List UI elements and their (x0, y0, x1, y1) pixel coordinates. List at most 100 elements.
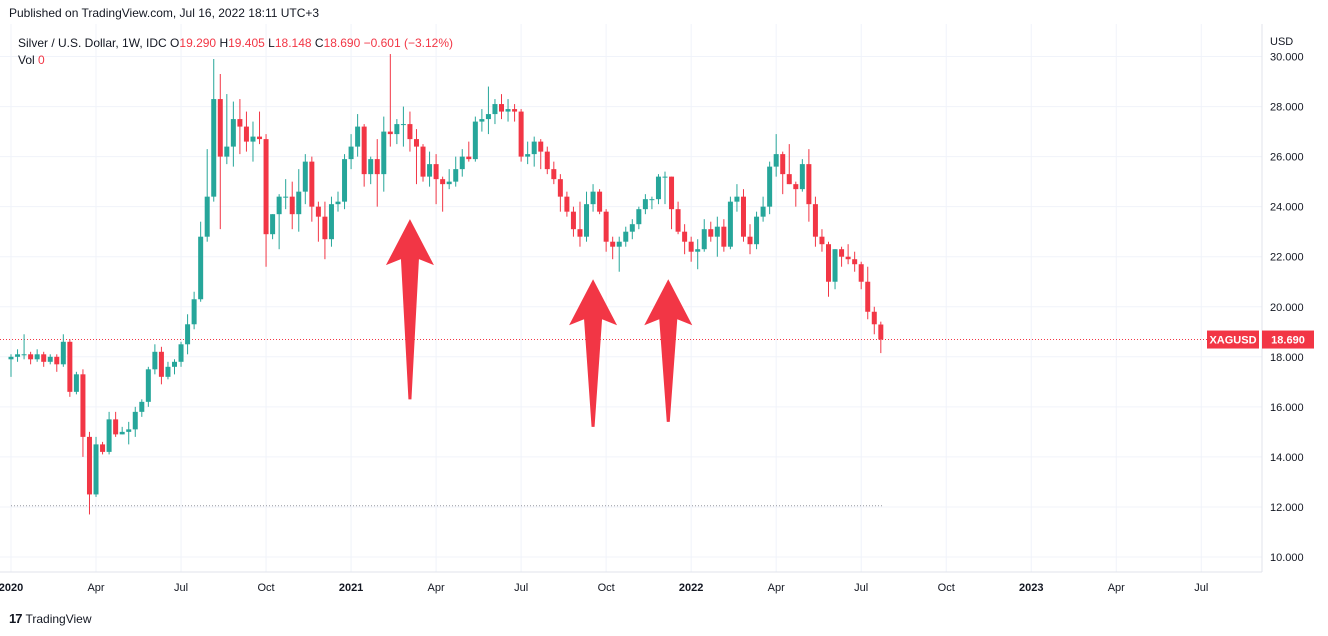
candle[interactable] (740, 189, 746, 242)
candle[interactable] (459, 149, 465, 177)
candle[interactable] (819, 229, 825, 252)
candle[interactable] (832, 249, 838, 290)
candle[interactable] (793, 181, 799, 207)
candle[interactable] (812, 196, 818, 247)
candle[interactable] (34, 349, 40, 362)
candle[interactable] (466, 141, 472, 162)
candle[interactable] (28, 351, 34, 365)
candle[interactable] (636, 206, 642, 230)
candle[interactable] (682, 224, 688, 255)
candle[interactable] (603, 209, 609, 252)
symbol-title[interactable]: Silver / U.S. Dollar, 1W, IDC (18, 36, 167, 50)
candle[interactable] (283, 179, 289, 210)
candle[interactable] (67, 339, 73, 397)
candle[interactable] (688, 236, 694, 262)
candle[interactable] (780, 151, 786, 195)
candle[interactable] (106, 411, 112, 455)
candle[interactable] (217, 74, 223, 230)
candle[interactable] (865, 266, 871, 320)
candle[interactable] (315, 201, 321, 242)
candle[interactable] (296, 169, 302, 232)
candle[interactable] (237, 99, 243, 155)
candle[interactable] (433, 154, 439, 205)
candle[interactable] (708, 221, 714, 242)
candle[interactable] (826, 241, 831, 297)
candle[interactable] (413, 129, 419, 185)
candle[interactable] (394, 119, 400, 145)
candle[interactable] (845, 244, 851, 265)
candle[interactable] (786, 144, 792, 185)
candle[interactable] (172, 359, 177, 375)
candle[interactable] (531, 136, 537, 167)
candle[interactable] (649, 196, 655, 210)
candle[interactable] (499, 94, 504, 120)
candle[interactable] (485, 86, 491, 135)
candle[interactable] (799, 159, 805, 192)
candle[interactable] (335, 191, 341, 212)
price-axis[interactable]: USD 30.000 28.000 26.000 24.000 22.000 20.000… (1270, 36, 1304, 564)
candle[interactable] (662, 171, 668, 205)
candle[interactable] (675, 201, 681, 235)
candle[interactable] (60, 334, 66, 367)
candle[interactable] (368, 156, 374, 185)
candle[interactable] (492, 99, 498, 125)
candle[interactable] (158, 346, 164, 385)
candle[interactable] (119, 426, 125, 435)
candle[interactable] (322, 201, 328, 260)
candle[interactable] (420, 144, 426, 182)
candle[interactable] (54, 354, 60, 372)
candle[interactable] (852, 251, 858, 272)
candle[interactable] (328, 196, 334, 247)
candle[interactable] (538, 139, 544, 170)
candle[interactable] (695, 239, 701, 270)
candle[interactable] (878, 321, 884, 354)
candle[interactable] (132, 406, 138, 437)
candle[interactable] (427, 151, 433, 187)
candle[interactable] (185, 314, 191, 355)
candle[interactable] (361, 124, 367, 187)
candle[interactable] (655, 174, 661, 205)
candle[interactable] (230, 101, 236, 167)
candle[interactable] (760, 196, 766, 222)
candle[interactable] (41, 351, 47, 367)
candle[interactable] (381, 116, 387, 192)
candle[interactable] (400, 106, 406, 147)
candle[interactable] (773, 134, 779, 177)
candle[interactable] (714, 216, 720, 257)
candle[interactable] (747, 224, 753, 255)
candle[interactable] (590, 184, 596, 212)
candle[interactable] (440, 176, 446, 212)
candle[interactable] (263, 134, 269, 267)
candle[interactable] (178, 341, 184, 367)
candle[interactable] (446, 169, 452, 190)
candle[interactable] (139, 399, 145, 417)
candle[interactable] (126, 421, 132, 445)
candle[interactable] (152, 344, 158, 375)
candle[interactable] (551, 161, 557, 185)
candle[interactable] (544, 146, 550, 175)
candle[interactable] (839, 246, 845, 267)
candle[interactable] (577, 201, 583, 247)
candle[interactable] (387, 54, 393, 147)
time-axis[interactable]: 2020 Apr Jul Oct 2021 Apr Jul Oct 2022 Apr Jul Oct 2… (0, 582, 1208, 594)
candle[interactable] (610, 236, 616, 260)
candle[interactable] (472, 116, 478, 162)
candle[interactable] (629, 219, 635, 240)
candle[interactable] (374, 139, 380, 207)
candle[interactable] (669, 176, 675, 230)
candle[interactable] (93, 436, 99, 497)
candle[interactable] (407, 111, 413, 152)
candle[interactable] (211, 59, 217, 202)
candle[interactable] (570, 206, 576, 237)
candle[interactable] (505, 99, 511, 122)
candle[interactable] (100, 441, 106, 455)
candle[interactable] (86, 431, 92, 515)
candle[interactable] (250, 121, 256, 162)
candle[interactable] (754, 211, 760, 250)
candle[interactable] (355, 114, 361, 157)
vol-label[interactable]: Vol (18, 53, 35, 67)
candle[interactable] (257, 111, 263, 145)
tradingview-logo[interactable]: 17 TradingView (9, 611, 92, 626)
candle[interactable] (806, 149, 812, 222)
candle[interactable] (80, 369, 86, 457)
